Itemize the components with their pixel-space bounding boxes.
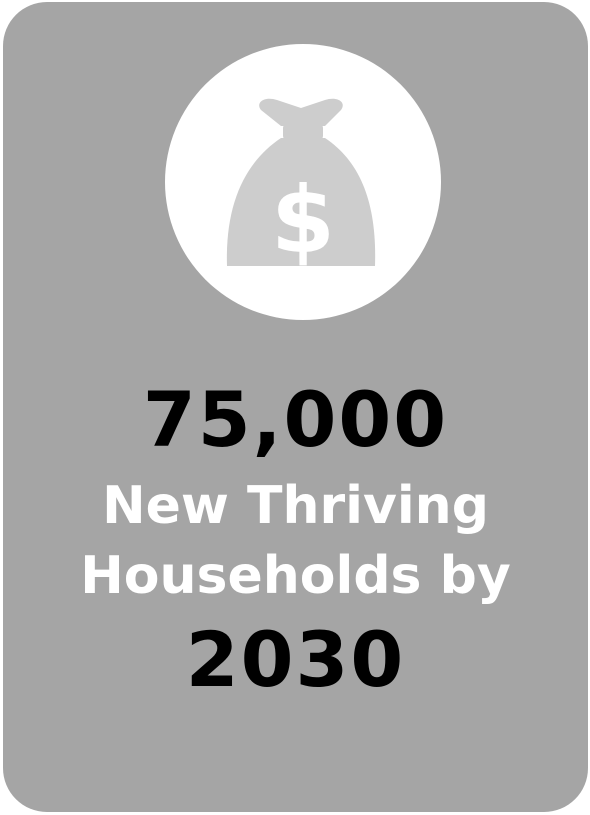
stat-value: 75,000 — [142, 375, 449, 464]
stat-label-line-1: New Thriving — [102, 476, 489, 536]
money-bag-icon: $ — [226, 98, 376, 274]
dollar-sign: $ — [271, 167, 335, 274]
icon-badge: $ — [165, 44, 441, 320]
stat-year: 2030 — [185, 615, 406, 704]
stat-label-line-2: Households by — [80, 546, 511, 606]
stat-card: $ 75,000 New Thriving Households by 2030 — [3, 2, 588, 812]
